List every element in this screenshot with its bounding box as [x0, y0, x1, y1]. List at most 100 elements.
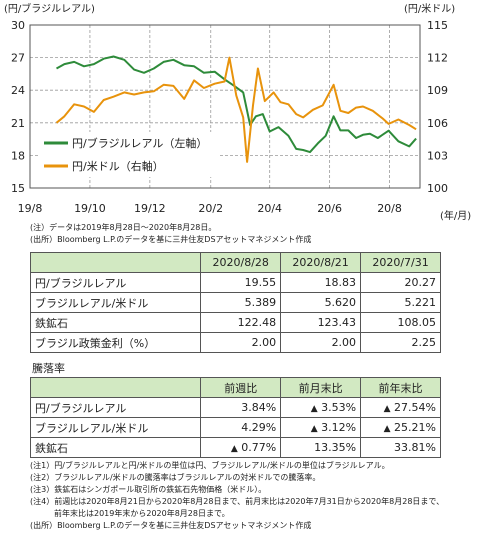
x-tick-label: 20/8 — [377, 202, 402, 215]
left-y-tick-label: 24 — [11, 84, 25, 97]
footnote: (注4）前週比は2020年8月21日から2020年8月28日まで、前月末比は20… — [30, 497, 445, 506]
fx-line-chart: 15 18 21 24 27 30 100 103 106 109 112 115 19/8 19/1… — [4, 2, 471, 222]
change-cell: ▲ 25.21% — [360, 417, 441, 438]
footnote: (注1）円/ブラジルレアルと円/米ドルの単位は円、ブラジルレアル/米ドルの単位は… — [30, 461, 390, 470]
row-label: 鉄鉱石 — [29, 437, 202, 458]
row-label: ブラジルレアル/米ドル — [29, 417, 202, 438]
value-cell: 122.48 — [200, 312, 282, 333]
chart-source: (出所）Bloomberg L.P.のデータを基に三井住友DSアセットマネジメン… — [30, 235, 312, 244]
left-y-tick-label: 18 — [11, 149, 25, 162]
series-line-jpy-brl — [56, 55, 417, 154]
value-cell: 123.43 — [280, 312, 362, 333]
value-cell: 5.389 — [200, 292, 282, 313]
negative-sign: ▲ — [383, 424, 391, 434]
change-cell: ▲ 27.54% — [360, 397, 441, 418]
right-y-tick-label: 109 — [427, 84, 448, 97]
change-cell: ▲ 0.77% — [200, 437, 282, 458]
left-y-tick-label: 30 — [11, 19, 25, 32]
legend-label-brl: 円/ブラジルレアル（左軸） — [72, 136, 207, 150]
date-header: 2020/8/21 — [280, 252, 362, 273]
price-table-header: 2020/8/28 2020/8/21 2020/7/31 — [29, 252, 441, 273]
date-header: 2020/7/31 — [360, 252, 441, 273]
table-row: ブラジルレアル/米ドル 4.29% ▲ 3.12% ▲ 25.21% — [29, 417, 441, 438]
x-ticks: 19/8 19/10 19/12 20/2 20/4 20/6 20/8 — [18, 202, 402, 215]
right-y-tick-label: 100 — [427, 182, 448, 195]
change-value: 25.21% — [394, 421, 436, 434]
right-y-ticks: 100 103 106 109 112 115 — [427, 19, 448, 195]
right-y-tick-label: 103 — [427, 149, 448, 162]
header-blank-cell — [29, 252, 202, 273]
right-axis-label: (円/米ドル) — [404, 2, 455, 15]
row-label: 円/ブラジルレアル — [29, 272, 202, 293]
value-cell: 2.25 — [360, 332, 441, 353]
row-label: 円/ブラジルレアル — [29, 397, 202, 418]
negative-sign: ▲ — [230, 444, 238, 454]
value-cell: 5.221 — [360, 292, 441, 313]
legend-label-usd: 円/米ドル（右軸） — [72, 159, 164, 173]
change-value: 0.77% — [241, 441, 277, 454]
change-value: 13.35% — [314, 441, 357, 454]
row-label: ブラジルレアル/米ドル — [29, 292, 202, 313]
table-row: 円/ブラジルレアル 3.84% ▲ 3.53% ▲ 27.54% — [29, 397, 441, 418]
change-cell: 3.84% — [200, 397, 282, 418]
table-row: 円/ブラジルレアル 19.55 18.83 20.27 — [29, 272, 441, 293]
change-value: 3.53% — [321, 401, 357, 414]
footnote: 前年末比は2019年末から2020年8月28日まで。 — [30, 509, 230, 518]
value-cell: 2.00 — [280, 332, 362, 353]
table-row: 鉄鉱石 ▲ 0.77% 13.35% 33.81% — [29, 437, 441, 458]
legend-background — [38, 132, 220, 177]
negative-sign: ▲ — [310, 404, 318, 414]
change-cell: 4.29% — [200, 417, 282, 438]
period-header: 前月末比 — [280, 377, 362, 398]
price-table: 2020/8/28 2020/8/21 2020/7/31 円/ブラジルレアル … — [29, 252, 441, 353]
footnote: (注3）鉄鉱石はシンガポール取引所の鉄鉱石先物価格（米ドル）。 — [30, 485, 267, 494]
period-header: 前週比 — [200, 377, 282, 398]
period-header: 前年末比 — [360, 377, 441, 398]
value-cell: 20.27 — [360, 272, 441, 293]
x-tick-label: 20/6 — [317, 202, 342, 215]
x-unit-label: (年/月) — [440, 209, 471, 222]
series-line-jpy-usd — [55, 56, 417, 163]
change-cell: ▲ 3.12% — [280, 417, 362, 438]
date-header: 2020/8/28 — [200, 252, 282, 273]
footnote: (注2）ブラジルレアル/米ドルの騰落率はブラジルレアルの対米ドルでの騰落率。 — [30, 473, 321, 482]
value-cell: 5.620 — [280, 292, 362, 313]
x-tick-label: 19/8 — [18, 202, 43, 215]
x-tick-label: 19/10 — [74, 202, 106, 215]
table-row: 鉄鉱石 122.48 123.43 108.05 — [29, 312, 441, 333]
chart-legend: 円/ブラジルレアル（左軸） 円/米ドル（右軸） — [38, 132, 220, 177]
left-axis-label: (円/ブラジルレアル) — [4, 2, 95, 15]
row-label: 鉄鉱石 — [29, 312, 202, 333]
value-cell: 108.05 — [360, 312, 441, 333]
plot-frame — [29, 24, 421, 189]
change-value: 27.54% — [394, 401, 436, 414]
value-cell: 19.55 — [200, 272, 282, 293]
left-y-tick-label: 21 — [11, 117, 25, 130]
right-y-tick-label: 106 — [427, 117, 448, 130]
row-label: ブラジル政策金利（%） — [29, 332, 202, 353]
left-y-tick-label: 15 — [11, 182, 25, 195]
left-y-ticks: 15 18 21 24 27 30 — [11, 19, 25, 195]
value-cell: 18.83 — [280, 272, 362, 293]
change-table: 前週比 前月末比 前年末比 円/ブラジルレアル 3.84% ▲ 3.53% ▲ … — [29, 377, 441, 458]
change-value: 33.81% — [394, 441, 436, 454]
chart-note: (注）データは2019年8月28日～2020年8月28日。 — [30, 223, 217, 232]
right-y-tick-label: 112 — [427, 52, 448, 65]
chart-series — [55, 55, 417, 163]
x-tick-label: 19/12 — [134, 202, 166, 215]
change-cell: 33.81% — [360, 437, 441, 458]
negative-sign: ▲ — [310, 424, 318, 434]
header-blank-cell — [29, 377, 202, 398]
footnotes: (注1）円/ブラジルレアルと円/米ドルの単位は円、ブラジルレアル/米ドルの単位は… — [30, 461, 444, 531]
table-row: ブラジルレアル/米ドル 5.389 5.620 5.221 — [29, 292, 441, 313]
negative-sign: ▲ — [383, 404, 391, 414]
x-tick-label: 20/2 — [198, 202, 223, 215]
left-y-tick-label: 27 — [11, 52, 25, 65]
change-cell: 13.35% — [280, 437, 362, 458]
change-value: 3.12% — [321, 421, 357, 434]
footnote: (出所）Bloomberg L.P.のデータを基に三井住友DSアセットマネジメン… — [30, 521, 312, 530]
table-row: ブラジル政策金利（%） 2.00 2.00 2.25 — [29, 332, 441, 353]
x-tick-label: 20/4 — [257, 202, 282, 215]
change-table-header: 前週比 前月末比 前年末比 — [29, 377, 441, 398]
change-cell: ▲ 3.53% — [280, 397, 362, 418]
